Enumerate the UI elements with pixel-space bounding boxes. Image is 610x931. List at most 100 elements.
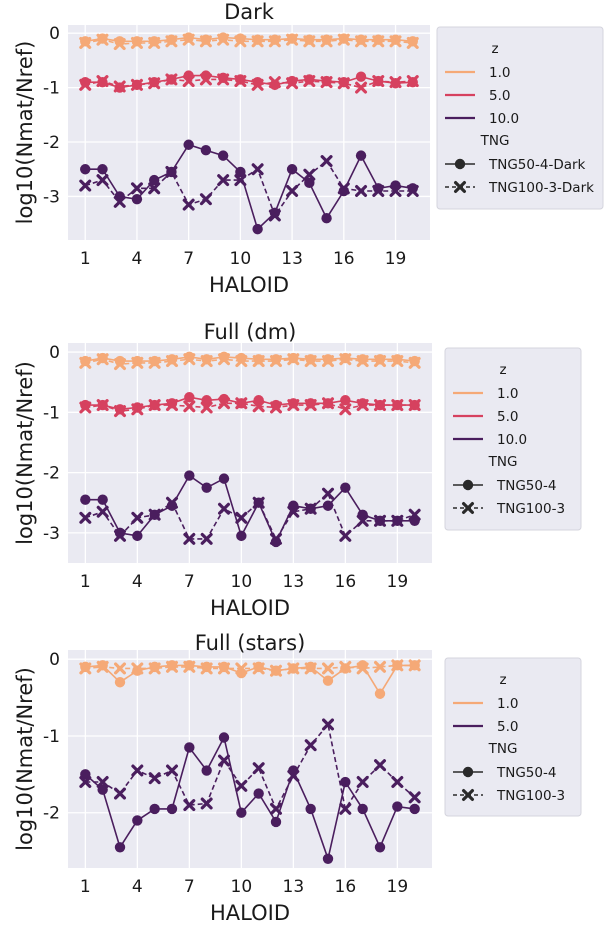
data-point xyxy=(286,164,298,175)
data-point xyxy=(408,659,421,672)
data-point xyxy=(234,174,247,187)
data-point xyxy=(287,505,300,518)
y-tick-label: 0 xyxy=(49,24,60,44)
x-axis-label: HALOID xyxy=(210,901,290,925)
data-point xyxy=(79,36,92,49)
series-TNG100-3-z1.0 xyxy=(79,353,421,371)
data-point xyxy=(268,209,281,222)
plot-area xyxy=(68,650,432,868)
data-point xyxy=(286,77,299,90)
data-point xyxy=(79,662,92,675)
data-point xyxy=(165,73,178,86)
data-point xyxy=(235,397,248,410)
legend-hue-title: z xyxy=(499,362,506,378)
series-TNG100-3-z1.0 xyxy=(79,659,421,677)
data-point xyxy=(270,802,282,815)
series-TNG100-3-Dark-z10.0 xyxy=(79,155,419,222)
data-point xyxy=(183,353,196,366)
data-point xyxy=(322,853,334,864)
legend-tng-label: TNG100-3-Dark xyxy=(488,180,594,196)
y-tick-label: -1 xyxy=(43,403,60,423)
x-tick-label: 16 xyxy=(335,572,357,592)
data-point xyxy=(355,185,368,198)
x-tick-label: 1 xyxy=(80,877,91,897)
data-point xyxy=(113,195,126,208)
data-point xyxy=(392,801,403,812)
data-point xyxy=(183,799,196,812)
data-point xyxy=(340,395,351,406)
data-point xyxy=(303,168,316,181)
data-point xyxy=(218,662,230,675)
data-point xyxy=(218,353,230,366)
data-point xyxy=(322,355,334,368)
data-point xyxy=(355,35,368,48)
data-point xyxy=(235,355,248,368)
data-point xyxy=(372,75,385,88)
data-point xyxy=(114,842,126,853)
data-point xyxy=(148,174,160,186)
data-point xyxy=(235,662,248,675)
x-tick-label: 19 xyxy=(387,572,409,592)
series-line xyxy=(85,664,415,672)
data-point xyxy=(391,659,404,672)
data-point xyxy=(321,213,332,224)
series-TNG100-3-z5.0 xyxy=(79,397,421,418)
data-point xyxy=(320,35,333,48)
x-tick-label: 19 xyxy=(387,877,409,897)
data-point xyxy=(252,496,265,509)
x-tick-label: 13 xyxy=(283,572,305,592)
data-point xyxy=(148,182,161,195)
data-point xyxy=(96,174,109,187)
data-point xyxy=(252,223,263,235)
y-axis-label: log10(Nmat/Nref) xyxy=(13,41,37,225)
data-point xyxy=(374,759,386,772)
data-point xyxy=(218,502,230,515)
data-point xyxy=(409,803,420,815)
data-point xyxy=(148,662,161,675)
x-tick-label: 7 xyxy=(183,249,194,269)
data-point xyxy=(355,150,367,161)
data-point xyxy=(303,35,316,48)
y-tick-label: -1 xyxy=(43,79,60,99)
data-point xyxy=(217,150,229,161)
x-tick-label: 10 xyxy=(231,877,253,897)
data-point xyxy=(114,787,126,800)
x-axis-label: HALOID xyxy=(210,596,290,620)
data-point xyxy=(339,660,352,673)
data-point xyxy=(148,36,161,49)
data-point xyxy=(339,353,352,366)
x-tick-label: 10 xyxy=(230,249,252,269)
data-point xyxy=(357,803,368,815)
legend: z 1.0 5.0 TNG TNG50-4 TNG100-3 xyxy=(444,657,582,817)
data-point xyxy=(406,36,419,49)
legend-z-label: 10.0 xyxy=(497,432,527,448)
data-point xyxy=(183,400,196,413)
data-point xyxy=(322,397,334,410)
y-tick-label: -1 xyxy=(43,727,60,747)
data-point xyxy=(337,182,350,195)
data-point xyxy=(356,355,369,368)
y-tick-label: 0 xyxy=(49,650,60,670)
series-line xyxy=(85,38,413,45)
data-point xyxy=(184,392,195,403)
data-point xyxy=(114,529,126,542)
data-point xyxy=(304,739,317,752)
data-point xyxy=(391,355,404,368)
data-point xyxy=(322,487,334,500)
data-point xyxy=(287,662,300,675)
data-point xyxy=(201,765,212,776)
data-point xyxy=(183,139,194,150)
x-tick-label: 7 xyxy=(184,877,195,897)
data-point xyxy=(270,401,282,414)
data-point xyxy=(200,797,213,810)
data-point xyxy=(166,660,178,673)
chart-1: 1 4 7 10 13 16 19 0 -1 -2 -3 Dark HALOID log10(Nmat/N… xyxy=(13,0,604,297)
data-point xyxy=(408,399,421,412)
data-point xyxy=(184,742,195,753)
data-point xyxy=(374,688,386,699)
legend-x-marker xyxy=(462,789,474,801)
data-point xyxy=(356,399,369,412)
legend-hue-title: z xyxy=(491,41,498,57)
data-point xyxy=(130,78,143,91)
x-tick-label: 16 xyxy=(333,249,355,269)
